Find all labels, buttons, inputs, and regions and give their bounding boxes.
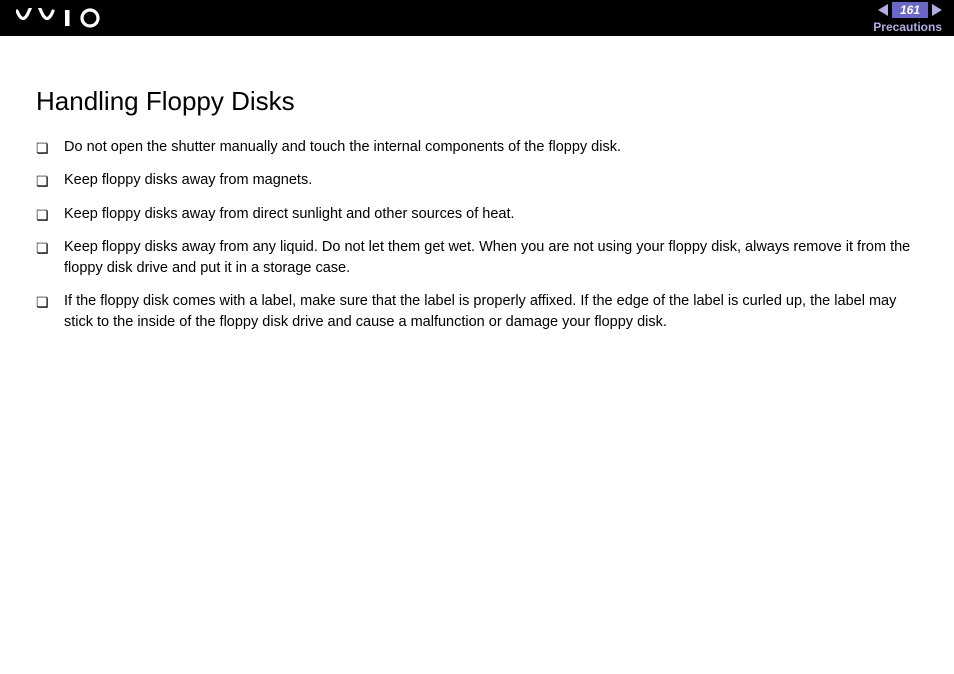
nav-area: 161 Precautions — [873, 2, 942, 34]
bullet-text: Keep floppy disks away from any liquid. … — [64, 237, 918, 279]
page-number: 161 — [892, 2, 928, 18]
section-link[interactable]: Precautions — [873, 20, 942, 34]
bullet-list: ❏ Do not open the shutter manually and t… — [36, 137, 918, 333]
list-item: ❏ If the floppy disk comes with a label,… — [36, 291, 918, 333]
header-bar: 161 Precautions — [0, 0, 954, 36]
bullet-icon: ❏ — [36, 170, 64, 191]
list-item: ❏ Keep floppy disks away from direct sun… — [36, 204, 918, 225]
bullet-text: Keep floppy disks away from direct sunli… — [64, 204, 918, 225]
bullet-icon: ❏ — [36, 137, 64, 158]
vaio-logo — [16, 8, 106, 28]
list-item: ❏ Keep floppy disks away from any liquid… — [36, 237, 918, 279]
bullet-icon: ❏ — [36, 237, 64, 258]
content-area: Handling Floppy Disks ❏ Do not open the … — [0, 36, 954, 333]
list-item: ❏ Keep floppy disks away from magnets. — [36, 170, 918, 191]
bullet-text: Do not open the shutter manually and tou… — [64, 137, 918, 158]
next-page-icon[interactable] — [932, 4, 942, 16]
prev-page-icon[interactable] — [878, 4, 888, 16]
page-title: Handling Floppy Disks — [36, 86, 918, 117]
bullet-icon: ❏ — [36, 291, 64, 312]
bullet-text: If the floppy disk comes with a label, m… — [64, 291, 918, 333]
list-item: ❏ Do not open the shutter manually and t… — [36, 137, 918, 158]
page-nav: 161 — [878, 2, 942, 18]
bullet-text: Keep floppy disks away from magnets. — [64, 170, 918, 191]
bullet-icon: ❏ — [36, 204, 64, 225]
vaio-logo-svg — [16, 8, 106, 28]
